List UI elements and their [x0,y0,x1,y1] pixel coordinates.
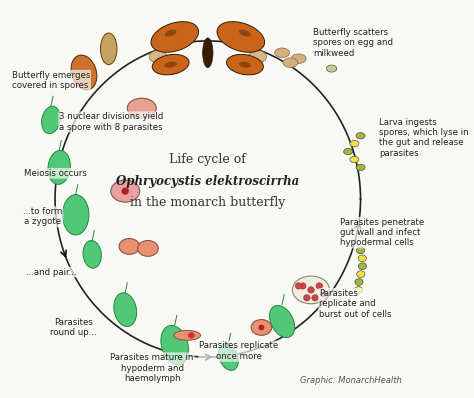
Text: Parasites replicate
once more: Parasites replicate once more [199,341,278,361]
Circle shape [308,287,314,293]
Circle shape [320,291,327,297]
Ellipse shape [251,320,272,336]
Ellipse shape [100,33,117,64]
Circle shape [303,295,310,301]
Text: Parasites
replicate and
burst out of cells: Parasites replicate and burst out of cel… [319,289,392,319]
Ellipse shape [356,164,365,171]
Ellipse shape [149,51,167,63]
Ellipse shape [357,271,365,277]
Ellipse shape [344,148,353,155]
Ellipse shape [283,58,298,67]
Text: Meiosis occurs: Meiosis occurs [24,169,87,178]
Text: in the monarch butterfly: in the monarch butterfly [130,197,285,209]
Ellipse shape [248,51,266,63]
Ellipse shape [358,255,366,261]
Text: Parasites
round up...: Parasites round up... [50,318,97,337]
Ellipse shape [114,293,137,326]
Text: ...and pair...: ...and pair... [26,267,76,277]
Text: Graphic: MonarchHealth: Graphic: MonarchHealth [300,376,402,385]
Ellipse shape [227,55,264,75]
Ellipse shape [161,326,189,365]
Ellipse shape [292,276,329,304]
Text: Butterfly emerges
covered in spores: Butterfly emerges covered in spores [12,71,90,90]
Text: Larva ingests
spores, which lyse in
the gut and release
parasites: Larva ingests spores, which lyse in the … [379,118,469,158]
Ellipse shape [83,240,101,268]
Ellipse shape [128,98,156,118]
Ellipse shape [239,62,251,68]
Circle shape [188,332,195,339]
Ellipse shape [350,140,359,147]
Ellipse shape [42,106,60,134]
Ellipse shape [356,133,365,139]
Circle shape [312,295,319,301]
Ellipse shape [355,279,363,285]
Ellipse shape [358,263,366,269]
Ellipse shape [152,55,189,75]
Ellipse shape [327,65,337,72]
Text: ...to form
a zygote: ...to form a zygote [23,207,63,226]
Circle shape [316,283,323,289]
Ellipse shape [239,29,251,37]
Ellipse shape [119,238,140,254]
Circle shape [259,325,264,330]
Ellipse shape [48,150,71,184]
Ellipse shape [270,306,295,338]
Ellipse shape [274,48,290,57]
Ellipse shape [356,247,365,254]
Ellipse shape [164,62,177,68]
Ellipse shape [111,180,140,202]
Ellipse shape [174,330,201,340]
Text: Life cycle of: Life cycle of [169,153,246,166]
Ellipse shape [355,287,363,293]
Text: 3 nuclear divisions yield
a spore with 8 parasites: 3 nuclear divisions yield a spore with 8… [59,112,164,132]
Ellipse shape [151,21,199,52]
Circle shape [300,283,306,289]
Ellipse shape [350,156,359,163]
Text: Parasites mature in
hypoderm and
haemolymph: Parasites mature in hypoderm and haemoly… [110,353,194,383]
Circle shape [121,187,129,195]
Ellipse shape [217,21,264,52]
Text: Butterfly scatters
spores on egg and
milkweed: Butterfly scatters spores on egg and mil… [313,28,393,58]
Ellipse shape [137,240,158,256]
Ellipse shape [63,195,89,235]
Ellipse shape [219,344,238,371]
Ellipse shape [291,54,306,63]
Text: Parasites penetrate
gut wall and infect
hypodermal cells: Parasites penetrate gut wall and infect … [340,218,424,248]
Ellipse shape [203,38,213,68]
Ellipse shape [165,29,176,37]
Circle shape [295,283,302,289]
Text: Ophryocystis elektroscirrha: Ophryocystis elektroscirrha [116,175,300,188]
Ellipse shape [71,55,97,90]
